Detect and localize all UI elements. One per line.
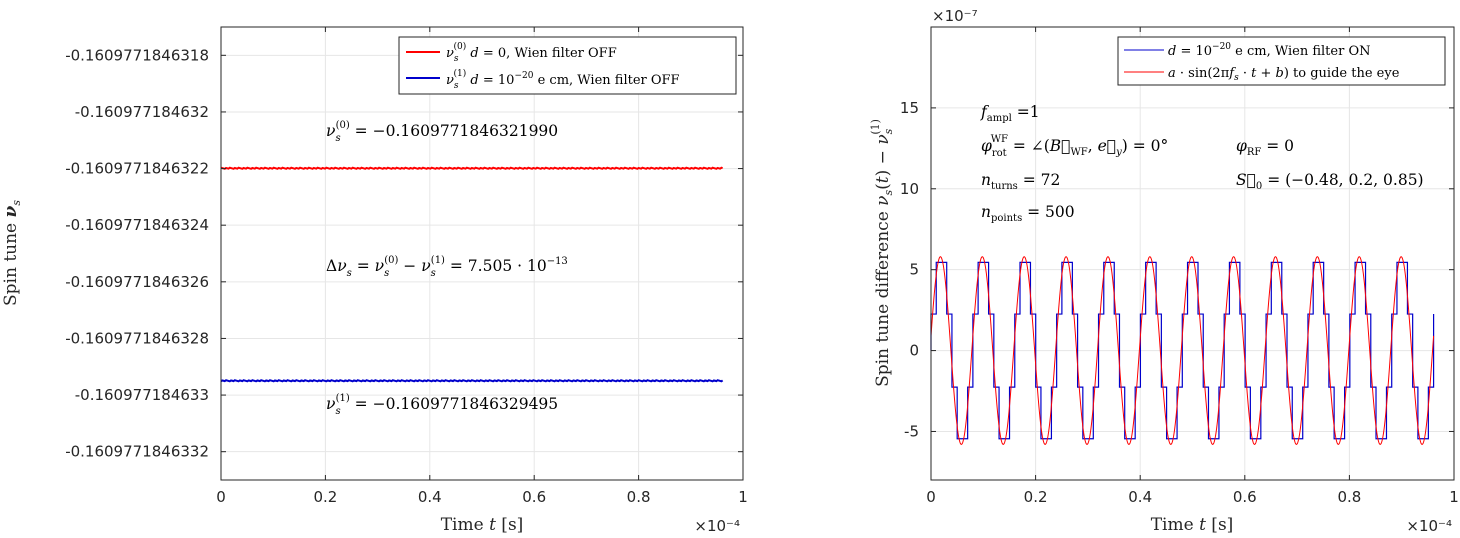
r-x-tick-label: 0.8	[1337, 488, 1361, 506]
left-x-multiplier: ×10⁻⁴	[694, 517, 740, 535]
l-y-tick-label: -0.1609771846324	[65, 216, 209, 234]
r-x-tick-label: 0.4	[1128, 488, 1152, 506]
left-chart: 0 0.2 0.4 0.6 0.8 1 -0.1609771846318-0.160977…	[1, 26, 748, 535]
right-grid	[930, 27, 1455, 480]
right-legend-box	[1117, 36, 1446, 86]
r-x-tick-label: 0.6	[1233, 488, 1257, 506]
r-y-tick-label: 10	[900, 180, 919, 198]
left-legend-entry-1: νs(1) d = 10−20 e cm, Wien filter OFF	[446, 68, 680, 91]
l-x-tick-label: 0.4	[418, 488, 442, 506]
l-x-tick-label: 0.8	[627, 488, 651, 506]
l-y-tick-label: -0.1609771846328	[65, 329, 209, 347]
l-y-tick-label: -0.160977184632	[75, 103, 209, 121]
right-annotation-phirot: φrotWF = ∠(B⃗WF, e⃗y) = 0°	[981, 134, 1168, 159]
right-x-multiplier: ×10⁻⁴	[1406, 517, 1452, 535]
right-series-stepped	[930, 261, 1435, 440]
l-x-tick-label: 0.2	[313, 488, 337, 506]
l-y-tick-label: -0.1609771846326	[65, 273, 209, 291]
r-x-tick-label: 1	[1449, 488, 1459, 506]
right-plot-frame	[930, 26, 1455, 481]
left-x-axis-label: Time t [s]	[441, 515, 524, 535]
l-x-tick-label: 0	[216, 488, 226, 506]
right-legend-entry-1: a · sin(2πfs · t + b) to guide the eye	[1168, 66, 1400, 83]
left-legend-entry-0: νs(0) d = 0, Wien filter OFF	[446, 41, 617, 64]
left-series-line-1	[220, 379, 724, 383]
l-x-tick-label: 1	[738, 488, 748, 506]
right-annotation-fampl: fampl =1	[980, 103, 1040, 124]
r-x-tick-label: 0	[926, 488, 936, 506]
right-series	[930, 256, 1435, 445]
r-y-tick-label: 0	[909, 342, 919, 360]
right-x-ticks: 0 0.2 0.4 0.6 0.8 1	[926, 27, 1459, 506]
right-legend: d = 10−20 e cm, Wien filter ON a · sin(2…	[1117, 36, 1446, 86]
left-legend-box	[398, 36, 737, 95]
right-y-multiplier: ×10⁻⁷	[932, 7, 978, 25]
left-series	[220, 166, 724, 383]
r-y-tick-label: -5	[904, 422, 919, 440]
left-annotation-nu0: νs(0) = −0.1609771846321990	[326, 120, 558, 144]
left-y-axis-label: Spin tune νs	[1, 200, 23, 306]
r-y-tick-label: 5	[909, 261, 919, 279]
left-annotation-delta: Δνs = νs(0) − νs(1) = 7.505 · 10−13	[326, 255, 568, 279]
l-y-tick-label: -0.160977184633	[75, 386, 209, 404]
left-legend: νs(0) d = 0, Wien filter OFF νs(1) d = 1…	[398, 36, 737, 95]
left-x-ticks: 0 0.2 0.4 0.6 0.8 1	[216, 27, 748, 506]
l-y-tick-label: -0.1609771846332	[65, 443, 209, 461]
right-chart: 0 0.2 0.4 0.6 0.8 1 -5 0 5 10 15 ×10⁻⁷ ×10⁻⁴ Time…	[869, 7, 1459, 535]
right-legend-entry-0: d = 10−20 e cm, Wien filter ON	[1168, 42, 1370, 59]
left-series-line-0	[220, 166, 723, 170]
right-annotation-phirf: φRF = 0	[1236, 137, 1294, 158]
right-annotation-s0: S⃗0 = (−0.48, 0.2, 0.85)	[1236, 171, 1424, 192]
l-y-tick-label: -0.1609771846318	[65, 46, 209, 64]
r-x-tick-label: 0.2	[1024, 488, 1048, 506]
right-annotation-nturns: nturns = 72	[981, 171, 1060, 192]
right-y-axis-label: Spin tune difference νs(t) − νs(1)	[869, 119, 895, 387]
right-annotation-npoints: npoints = 500	[981, 203, 1075, 224]
right-series-sine	[930, 256, 1435, 445]
right-x-axis-label: Time t [s]	[1151, 515, 1234, 535]
left-y-ticks: -0.1609771846318 -0.160977184632 -0.160977…	[65, 46, 743, 461]
l-x-tick-label: 0.6	[522, 488, 546, 506]
right-y-ticks: -5 0 5 10 15	[900, 99, 1454, 440]
left-plot-frame	[220, 26, 744, 481]
l-y-tick-label: -0.1609771846322	[65, 160, 209, 178]
r-y-tick-label: 15	[900, 99, 919, 117]
left-annotation-nu1: νs(1) = −0.1609771846329495	[326, 393, 558, 417]
